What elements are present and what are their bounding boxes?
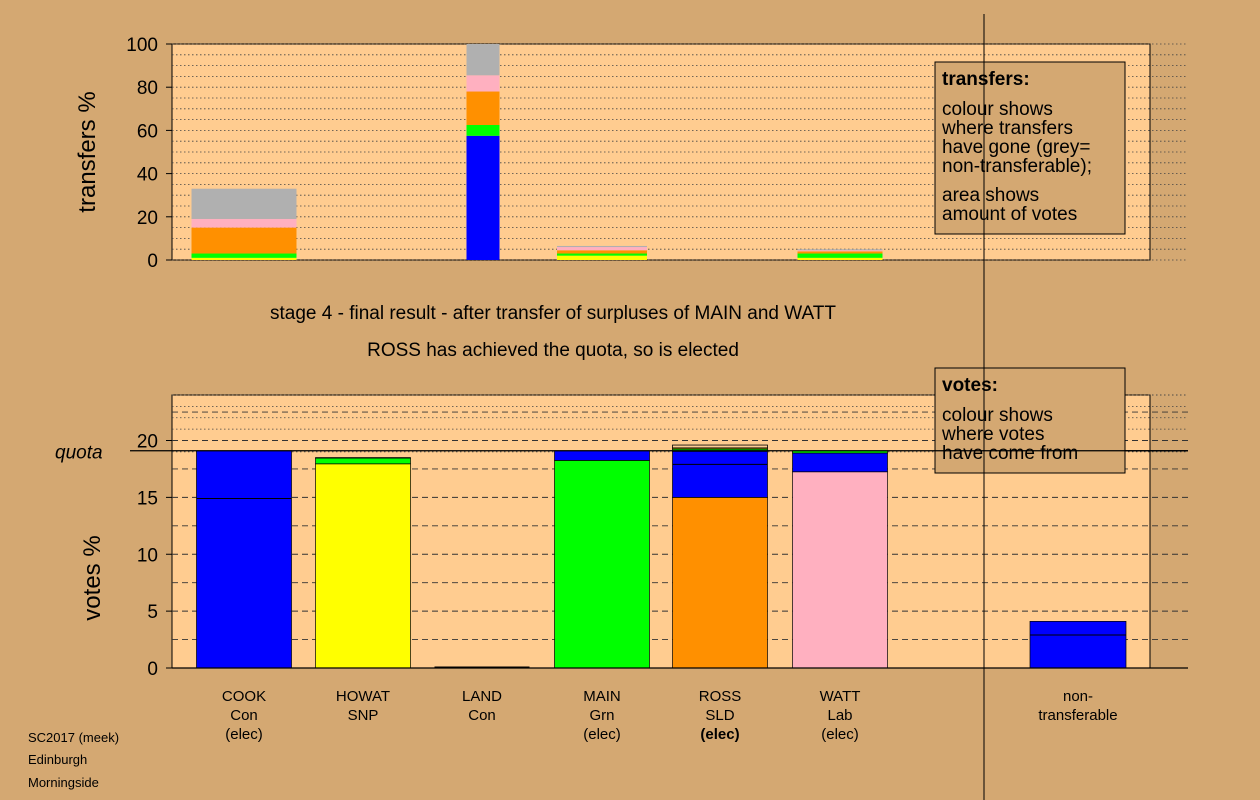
vote-bar-segment	[315, 457, 411, 465]
transfer-bar-segment	[191, 227, 297, 254]
transfer-bar-segment	[466, 135, 500, 260]
transfer-bar-segment	[557, 255, 647, 260]
candidate-name: ROSS	[699, 688, 742, 705]
candidate-label-land: LAND Con	[462, 688, 502, 724]
transfers-y-axis-title: transfers %	[74, 91, 101, 212]
vote-bar-segment	[315, 463, 411, 669]
transfer-bar-segment	[797, 253, 883, 258]
transfer-bar-segment	[466, 75, 500, 92]
candidate-label-ross: ROSS SLD (elec)	[699, 688, 742, 743]
transfers-legend-line: have gone (grey=	[942, 137, 1090, 158]
votes-legend-line: where votes	[941, 424, 1044, 445]
vote-bar-segment	[792, 452, 888, 473]
transfer-bar-segment	[797, 249, 883, 251]
transfers-y-tick-label: 100	[126, 35, 158, 56]
candidate-party: Con	[230, 707, 258, 724]
transfers-y-tick-label: 80	[137, 78, 158, 99]
candidate-name: LAND	[462, 688, 502, 705]
non-transferable-bar	[1029, 621, 1127, 669]
vote-bar-segment	[554, 460, 650, 669]
footer-line-2: Edinburgh	[28, 752, 87, 767]
transfer-bar-segment	[191, 188, 297, 219]
votes-legend-line: have come from	[942, 443, 1078, 464]
transfers-panel: 0 20 40 60 80 100 transfers % transfers: colour …	[74, 35, 1188, 272]
transfers-legend-line: colour shows	[942, 99, 1053, 120]
vote-bar-segment	[315, 457, 411, 459]
candidate-party: SLD	[705, 707, 734, 724]
transfer-bar-segment	[557, 245, 647, 248]
non-transferable-label-2: transferable	[1038, 707, 1117, 724]
transfers-legend-line: non-transferable);	[942, 156, 1092, 177]
transfer-bar-segment	[191, 253, 297, 258]
votes-y-tick-label: 0	[147, 659, 158, 680]
transfers-y-tick-label: 20	[137, 208, 158, 229]
votes-legend-frame	[934, 367, 1126, 474]
non-transferable-label-1: non-	[1063, 688, 1093, 705]
votes-y-tick-label: 15	[137, 488, 158, 509]
votes-y-tick-label: 5	[147, 602, 158, 623]
transfer-bar-segment	[797, 251, 883, 254]
candidate-label-cook: COOK Con (elec)	[222, 688, 266, 743]
candidate-status: (elec)	[700, 726, 739, 743]
transfers-legend-line: area shows	[942, 185, 1039, 206]
footer-line-1: SC2017 (meek)	[28, 730, 119, 745]
transfers-legend-line: where transfers	[941, 118, 1073, 139]
transfers-y-tick-label: 60	[137, 121, 158, 142]
transfer-bar-segment	[466, 91, 500, 125]
stage-caption: stage 4 - final result - after transfer …	[270, 303, 836, 324]
votes-panel: 0 5 10 15 20 votes % COOK Con (elec) HOWAT SNP LAND…	[55, 367, 1188, 743]
vote-bar-segment	[792, 471, 888, 669]
candidate-party: Con	[468, 707, 496, 724]
candidate-status: (elec)	[583, 726, 621, 743]
vote-bar-segment	[196, 450, 292, 669]
transfer-bar-segment	[557, 253, 647, 256]
candidate-party: Lab	[827, 707, 852, 724]
candidate-party: Grn	[589, 707, 614, 724]
transfer-bar-segment	[797, 250, 883, 252]
quota-label: quota	[55, 443, 103, 464]
vote-bar-segment	[672, 450, 768, 498]
transfer-bar-segment	[191, 218, 297, 228]
transfer-bar-segment	[191, 257, 297, 260]
result-caption: ROSS has achieved the quota, so is elect…	[367, 340, 739, 361]
candidate-label-howat: HOWAT SNP	[336, 688, 390, 724]
candidate-status: (elec)	[821, 726, 859, 743]
transfer-bar-segment	[557, 247, 647, 251]
candidate-name: HOWAT	[336, 688, 390, 705]
transfer-bar-segment	[466, 125, 500, 136]
candidate-name: COOK	[222, 688, 266, 705]
transfers-legend-frame	[934, 61, 1126, 235]
transfer-bar-segment	[797, 257, 883, 260]
vote-bar-segment	[554, 450, 650, 461]
transfers-y-tick-label: 0	[147, 251, 158, 272]
votes-y-tick-label: 20	[137, 432, 158, 453]
transfer-bar-segment	[466, 44, 500, 76]
transfer-bar-segment	[557, 250, 647, 254]
candidate-name: MAIN	[583, 688, 621, 705]
candidate-label-watt: WATT Lab (elec)	[820, 688, 861, 743]
votes-y-tick-label: 10	[137, 545, 158, 566]
transfers-legend-title: transfers:	[942, 69, 1030, 90]
vote-bar-segment	[672, 497, 768, 669]
transfers-legend-line: amount of votes	[942, 204, 1077, 225]
candidate-label-main: MAIN Grn (elec)	[583, 688, 621, 743]
candidate-status: (elec)	[225, 726, 263, 743]
vote-bar-outline	[672, 444, 768, 449]
candidate-party: SNP	[348, 707, 379, 724]
candidate-name: WATT	[820, 688, 861, 705]
footer-line-3: Morningside	[28, 775, 99, 790]
votes-legend-line: colour shows	[942, 405, 1053, 426]
transfers-y-tick-label: 40	[137, 165, 158, 186]
votes-legend-title: votes:	[942, 375, 998, 396]
votes-y-axis-title: votes %	[79, 535, 106, 620]
